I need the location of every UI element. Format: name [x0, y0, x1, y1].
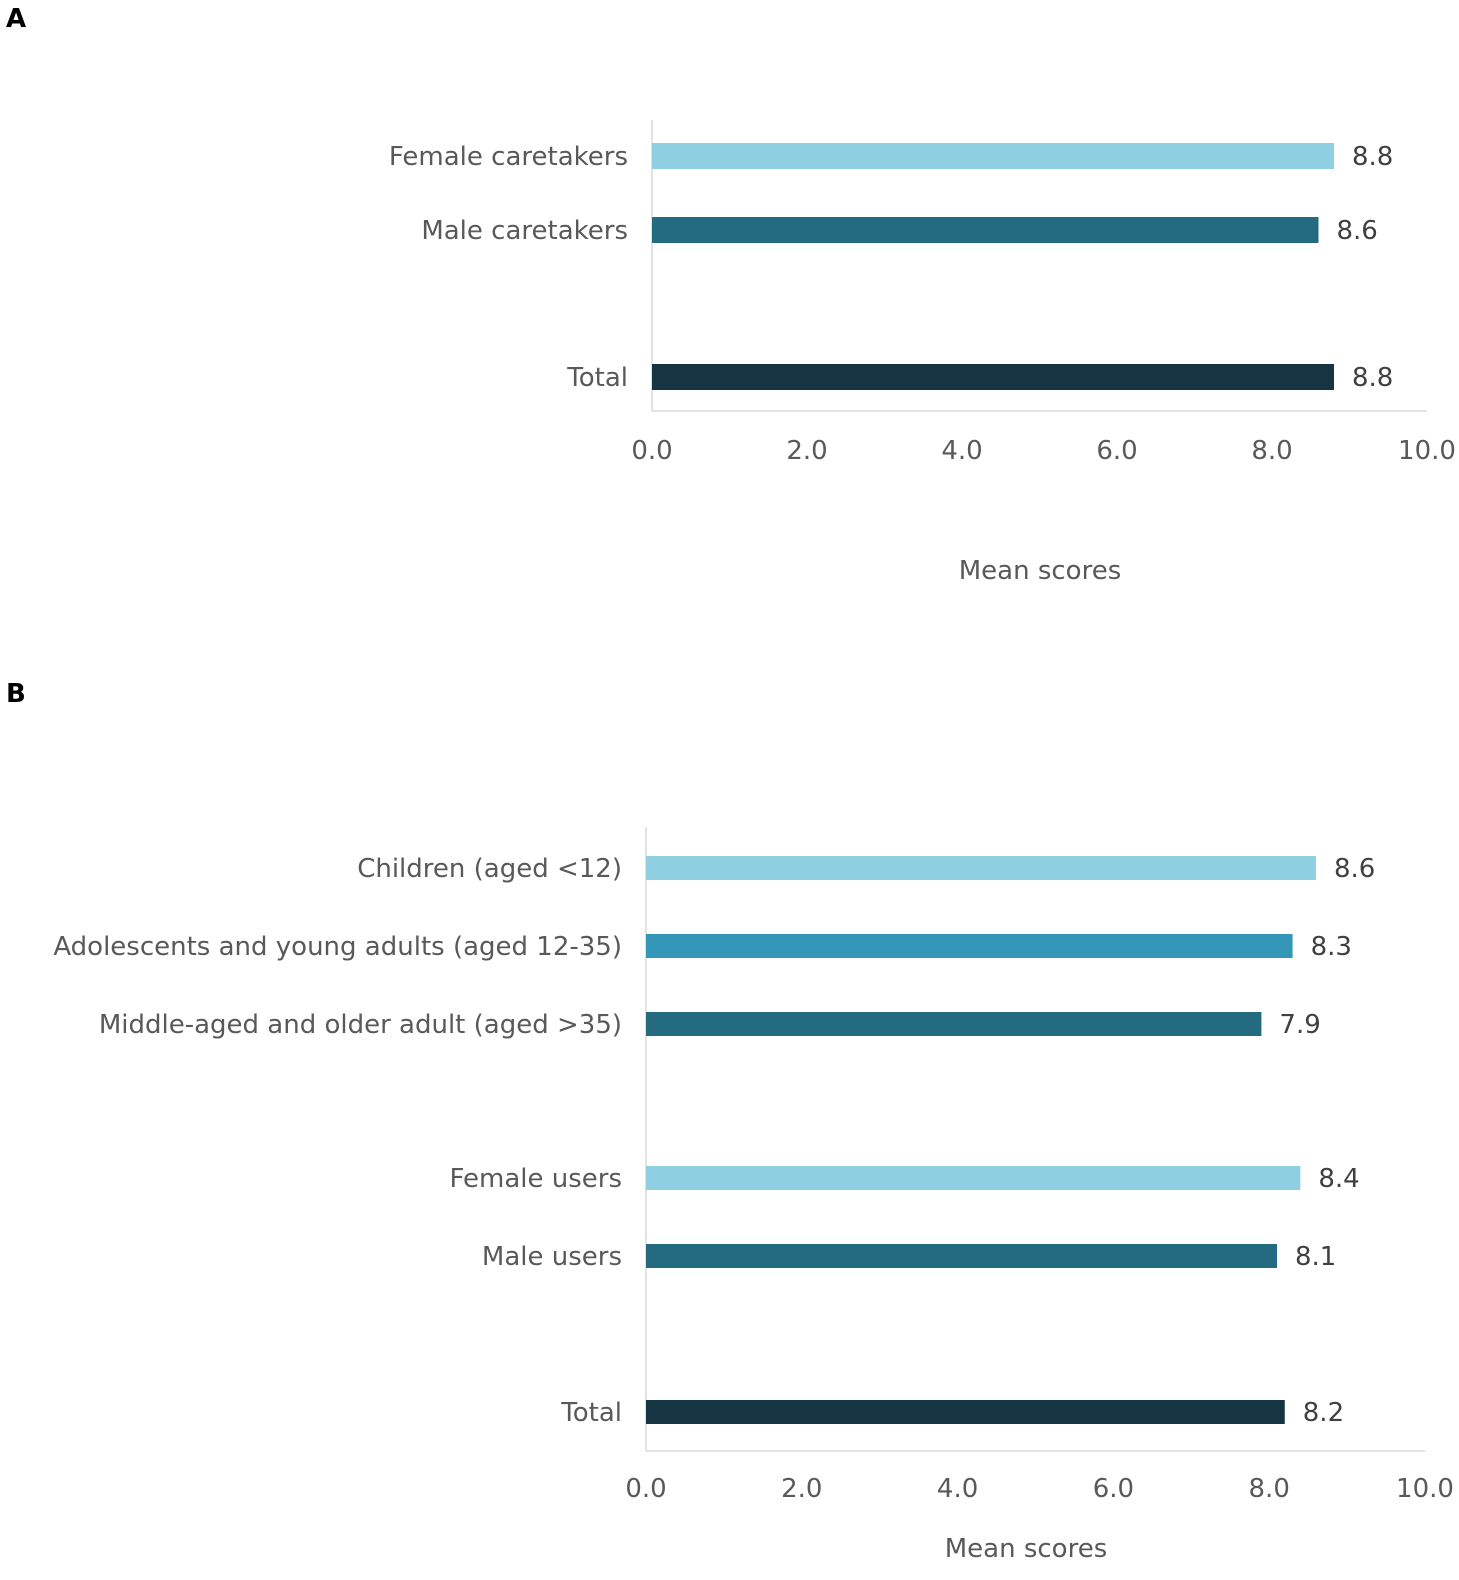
- panel-b-category-label: Children (aged <12): [357, 854, 622, 884]
- panel-a-x-tick-label: 6.0: [1096, 436, 1137, 466]
- panel-a: A Mean scores 0.0 2.0 4.0 6.0 8.0 10.0 Female …: [6, 4, 1456, 586]
- panel-b-value-label: 8.2: [1303, 1398, 1344, 1428]
- panel-b-category-label: Female users: [449, 1164, 622, 1194]
- panel-b-value-label: 8.6: [1334, 854, 1375, 884]
- panel-b-bar: [646, 1400, 1285, 1424]
- panel-a-category-label: Male caretakers: [421, 216, 628, 246]
- panel-b: B Mean scores 0.0 2.0 4.0 6.0 8.0 10.0 Childre…: [6, 679, 1454, 1564]
- panel-b-value-label: 8.1: [1295, 1242, 1336, 1272]
- panel-a-x-tick-label: 4.0: [941, 436, 982, 466]
- panel-b-x-tick-label: 0.0: [625, 1474, 666, 1504]
- panel-a-category-label: Total: [566, 363, 628, 393]
- panel-a-x-tick-label: 2.0: [786, 436, 827, 466]
- panel-a-value-label: 8.8: [1352, 363, 1393, 393]
- panel-a-x-tick-label: 8.0: [1251, 436, 1292, 466]
- panel-a-x-tick-label: 10.0: [1398, 436, 1456, 466]
- panel-a-bar: [652, 143, 1334, 169]
- panel-a-category-label: Female caretakers: [389, 142, 628, 172]
- panel-b-value-label: 7.9: [1279, 1010, 1320, 1040]
- panel-b-value-label: 8.3: [1311, 932, 1352, 962]
- panel-b-bar: [646, 1012, 1262, 1036]
- panel-a-value-label: 8.6: [1337, 216, 1378, 246]
- panel-b-bar: [646, 1166, 1301, 1190]
- panel-b-bar: [646, 1244, 1277, 1268]
- panel-b-category-label: Total: [560, 1398, 622, 1428]
- panel-b-x-tick-label: 4.0: [937, 1474, 978, 1504]
- panel-b-letter: B: [6, 679, 26, 709]
- panel-b-x-axis-title: Mean scores: [945, 1534, 1108, 1564]
- panel-b-bar: [646, 856, 1316, 880]
- panel-a-bar: [652, 217, 1319, 243]
- panel-a-x-tick-label: 0.0: [631, 436, 672, 466]
- panel-b-x-tick-label: 8.0: [1249, 1474, 1290, 1504]
- panel-b-value-label: 8.4: [1318, 1164, 1359, 1194]
- panel-a-x-axis-title: Mean scores: [959, 556, 1122, 586]
- panel-b-category-label: Middle-aged and older adult (aged >35): [99, 1010, 622, 1040]
- panel-b-x-tick-label: 6.0: [1093, 1474, 1134, 1504]
- panel-a-bar: [652, 364, 1334, 390]
- panel-b-bar: [646, 934, 1293, 958]
- panel-b-category-label: Adolescents and young adults (aged 12-35…: [53, 932, 622, 962]
- panel-a-letter: A: [6, 4, 26, 34]
- panel-a-value-label: 8.8: [1352, 142, 1393, 172]
- panel-b-x-tick-label: 10.0: [1396, 1474, 1454, 1504]
- panel-b-category-label: Male users: [482, 1242, 622, 1272]
- panel-b-x-tick-label: 2.0: [781, 1474, 822, 1504]
